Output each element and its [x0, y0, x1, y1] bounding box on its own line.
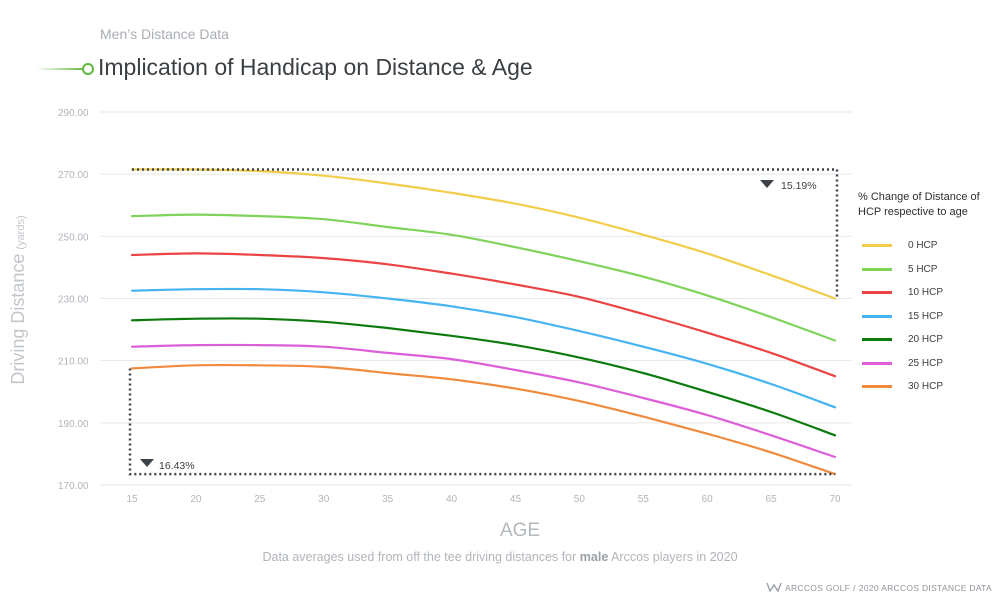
x-axis-label: AGE [500, 520, 540, 541]
x-tick-label: 50 [574, 494, 586, 505]
legend-swatch [862, 291, 892, 294]
legend-item: 20 HCP [858, 334, 1000, 358]
chart-title: Implication of Handicap on Distance & Ag… [98, 54, 533, 80]
brand-separator: / [853, 583, 856, 593]
footer-note-bold: male [579, 550, 609, 564]
series-line-0-hcp [130, 168, 837, 300]
legend-swatch [862, 314, 892, 318]
brand-footer: ARCCOS GOLF/2020 ARCCOS DISTANCE DATA [766, 582, 992, 593]
footer-note: Data averages used from off the tee driv… [0, 550, 1000, 564]
series-line-5-hcp [130, 213, 837, 342]
legend-swatch [862, 244, 892, 247]
x-tick-label: 60 [702, 494, 714, 505]
change-annotations: 15.19% 16.43% [128, 168, 839, 476]
x-tick-label: 20 [190, 494, 202, 505]
y-axis-ticks: 170.00 190.00 210.00 230.00 250.00 270.00 290.… [58, 108, 89, 492]
title-accent-dot-icon [82, 63, 94, 75]
legend-swatch [862, 338, 892, 341]
footer-note-text-2: Arccos players in 2020 [608, 550, 738, 564]
legend-label: 15 HCP [908, 310, 944, 322]
x-tick-label: 30 [318, 494, 330, 505]
series-line-30-hcp [130, 363, 837, 476]
series-lines [130, 168, 837, 476]
legend-items: 0 HCP 5 HCP 10 HCP 15 HCP 20 HCP 25 HCP 30 HCP [858, 240, 1000, 405]
x-tick-label: 65 [766, 494, 778, 505]
x-tick-label: 55 [638, 494, 650, 505]
y-axis-label: Driving Distance (yards) [8, 215, 28, 384]
legend-item: 15 HCP [858, 311, 1000, 335]
bottom-change-label: 16.43% [159, 460, 195, 472]
footer-note-text-1: Data averages used from off the tee driv… [262, 550, 580, 564]
series-line-25-hcp [130, 343, 837, 459]
title-accent-line [36, 68, 86, 70]
legend-label: 20 HCP [908, 334, 944, 345]
x-tick-label: 15 [126, 494, 138, 505]
legend-swatch [862, 267, 892, 271]
legend-title-line1: % Change of Distance of [858, 191, 980, 203]
legend-swatch [862, 361, 892, 365]
series-line-10-hcp [130, 252, 837, 378]
x-axis-ticks: 15 20 25 30 35 40 45 50 55 60 65 70 [126, 494, 841, 505]
y-tick-label: 230.00 [58, 295, 89, 306]
legend-label: 0 HCP [908, 240, 938, 251]
y-tick-label: 210.00 [58, 357, 89, 368]
top-down-arrow-icon [760, 180, 774, 188]
arccos-logo-icon [766, 582, 782, 592]
legend: % Change of Distance of HCP respective t… [858, 190, 1000, 405]
x-tick-label: 70 [829, 494, 841, 505]
bottom-change-bracket [128, 368, 835, 476]
grid-lines [100, 111, 852, 486]
legend-item: 30 HCP [858, 381, 1000, 405]
x-tick-label: 45 [510, 494, 522, 505]
brand-subtitle: 2020 ARCCOS DISTANCE DATA [858, 583, 992, 593]
y-axis-label-main: Driving Distance [8, 254, 28, 385]
x-tick-label: 25 [254, 494, 266, 505]
top-change-label: 15.19% [781, 180, 817, 192]
legend-label: 5 HCP [908, 263, 938, 275]
y-tick-label: 250.00 [58, 232, 89, 243]
legend-title: % Change of Distance of HCP respective t… [858, 190, 1000, 220]
y-tick-label: 170.00 [58, 481, 89, 492]
legend-title-line2: HCP respective to age [858, 206, 968, 218]
brand-name: ARCCOS GOLF [785, 583, 851, 593]
legend-label: 10 HCP [908, 287, 944, 298]
y-tick-label: 270.00 [58, 170, 89, 181]
chart-supertitle: Men’s Distance Data [100, 26, 229, 42]
y-tick-label: 290.00 [58, 108, 89, 119]
legend-item: 10 HCP [858, 287, 1000, 311]
top-change-bracket [132, 168, 839, 299]
legend-item: 5 HCP [858, 264, 1000, 288]
y-axis-label-unit: (yards) [15, 215, 27, 249]
x-tick-label: 35 [382, 494, 394, 505]
legend-label: 30 HCP [908, 381, 944, 392]
series-line-15-hcp [130, 287, 837, 409]
legend-label: 25 HCP [908, 357, 944, 369]
x-tick-label: 40 [446, 494, 458, 505]
y-tick-label: 190.00 [58, 419, 89, 430]
legend-item: 25 HCP [858, 358, 1000, 382]
bottom-down-arrow-icon [140, 459, 154, 467]
legend-item: 0 HCP [858, 240, 1000, 264]
series-line-20-hcp [130, 317, 837, 437]
legend-swatch [862, 385, 892, 388]
